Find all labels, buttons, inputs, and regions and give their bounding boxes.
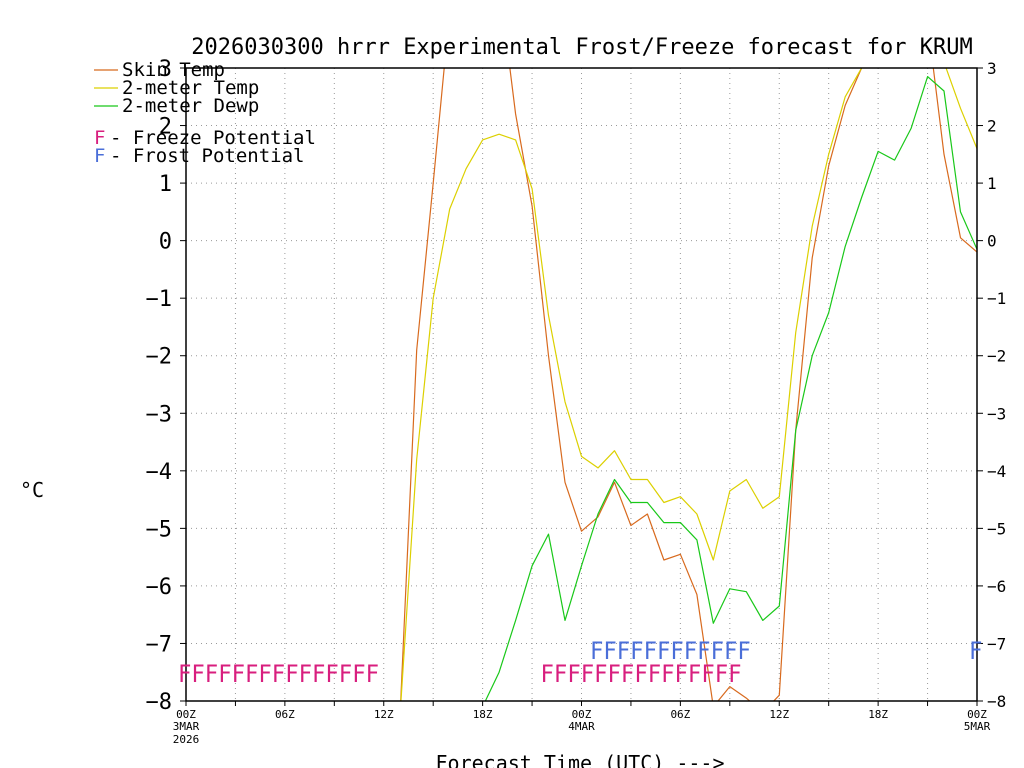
y-tick-label-left: 2 xyxy=(159,115,172,140)
y-tick-label-right: −7 xyxy=(987,634,1006,653)
x-tick-label: 06Z xyxy=(670,708,690,721)
legend-label: 2-meter Temp xyxy=(122,77,259,99)
chart-title: 2026030300 hrrr Experimental Frost/Freez… xyxy=(191,35,972,60)
x-tick-label: 18Z xyxy=(868,708,888,721)
y-tick-label-right: −4 xyxy=(987,462,1006,481)
potential-legend-label: - Frost Potential xyxy=(110,145,304,167)
y-tick-label-left: −4 xyxy=(146,460,173,485)
x-tick-label: 18Z xyxy=(473,708,493,721)
y-tick-label-right: −6 xyxy=(987,577,1006,596)
x-tick-date: 5MAR xyxy=(964,720,991,733)
potential-legend-label: - Freeze Potential xyxy=(110,127,316,149)
series-line-2-meter-dewp xyxy=(484,75,977,701)
grid xyxy=(186,68,977,701)
y-tick-label-right: 1 xyxy=(987,174,997,193)
y-tick-label-left: 0 xyxy=(159,230,172,255)
y-tick-label-right: 3 xyxy=(987,59,997,78)
y-tick-label-right: 2 xyxy=(987,117,997,136)
x-tick-label: 06Z xyxy=(275,708,295,721)
y-tick-label-left: 1 xyxy=(159,172,172,197)
y-tick-label-left: −8 xyxy=(146,690,173,715)
x-tick-date: 4MAR xyxy=(568,720,595,733)
y-tick-label-right: −1 xyxy=(987,289,1006,308)
x-tick-label: 12Z xyxy=(374,708,394,721)
y-tick-label-left: −3 xyxy=(146,402,173,427)
y-tick-label-left: 3 xyxy=(159,57,172,82)
x-tick-date: 3MAR xyxy=(173,720,200,733)
x-tick-label: 00Z xyxy=(176,708,196,721)
frost-potential-marker: FFFFFFFFFFFF xyxy=(590,637,751,665)
series-line-2-meter-temp xyxy=(400,68,977,701)
y-tick-label-right: −2 xyxy=(987,347,1006,366)
data-series xyxy=(400,68,977,701)
y-tick-label-left: −1 xyxy=(146,287,173,312)
series-line-skin-temp xyxy=(400,68,977,701)
x-axis-label: Forecast Time (UTC) ---> xyxy=(436,751,725,768)
y-tick-label-right: 0 xyxy=(987,232,997,251)
x-tick-label: 00Z xyxy=(967,708,987,721)
y-tick-label-left: −7 xyxy=(146,632,173,657)
y-tick-label-right: −8 xyxy=(987,692,1006,711)
plot-frame xyxy=(185,67,978,702)
potential-markers: FFFFFFFFFFFFFFF FFFFFFFFFFFFFFFFFFFFFFFFF… xyxy=(178,637,982,688)
freeze-potential-marker: FFFFFFFFFFFFFFF xyxy=(178,660,379,688)
y-tick-label-left: −5 xyxy=(146,517,173,542)
axes: −8 −8 −7 −7 −6 −6 −5 −5 −4 −4 −3 −3 −2 −2 −1 −1 0 0 1 1 2 2 3 3… xyxy=(146,57,1007,746)
legend-label: 2-meter Dewp xyxy=(122,95,259,117)
x-tick-label: 12Z xyxy=(769,708,789,721)
y-tick-label-left: −2 xyxy=(146,345,173,370)
frost-potential-marker: F xyxy=(969,637,982,665)
legend-label: Skin Temp xyxy=(122,59,225,81)
potential-legend-symbol: F xyxy=(94,145,105,167)
y-tick-label-left: −6 xyxy=(146,575,173,600)
freeze-potential-marker: FFFFFFFFFFFFFFF xyxy=(541,660,742,688)
y-tick-label-right: −3 xyxy=(987,404,1006,423)
y-axis-label: °C xyxy=(20,478,44,502)
x-tick-year: 2026 xyxy=(173,733,200,746)
x-tick-label: 00Z xyxy=(572,708,592,721)
potential-legend-symbol: F xyxy=(94,127,105,149)
y-tick-label-right: −5 xyxy=(987,519,1006,538)
